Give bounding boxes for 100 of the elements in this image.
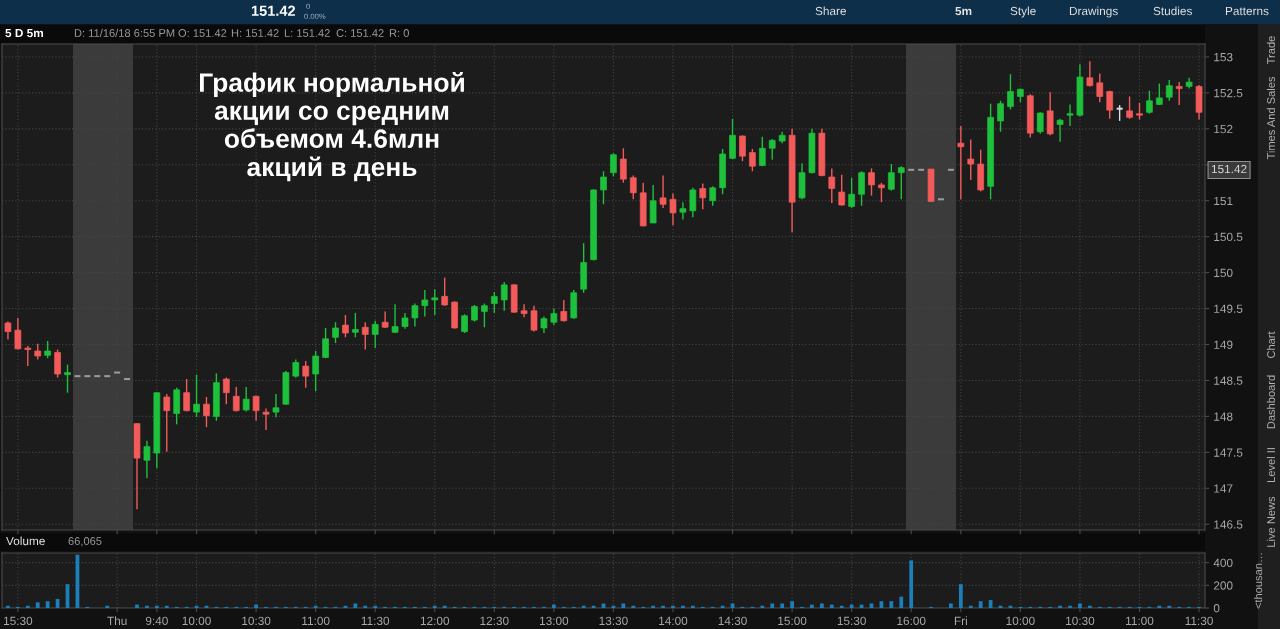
y-tick-label: 0 (1213, 604, 1220, 613)
y-tick-label: 151 (1214, 196, 1233, 206)
candlestick (83, 375, 92, 378)
candlestick (888, 163, 895, 192)
x-tick-label: 10:30 (242, 616, 271, 625)
text: Dashboard (1266, 375, 1275, 429)
bar (45, 601, 50, 608)
y-tick-label: 153 (1214, 52, 1233, 62)
candlestick (461, 313, 468, 334)
bar (899, 596, 904, 608)
candlestick (768, 138, 776, 161)
x-tick-label: 9:40 (145, 616, 168, 625)
x-tick-label: 13:00 (540, 616, 569, 625)
candlestick (1096, 72, 1104, 103)
y-tick-label: 147.5 (1214, 448, 1243, 457)
candlestick (421, 289, 429, 318)
y-tick-label: 152.5 (1214, 88, 1243, 98)
candlestick (500, 281, 508, 312)
x-tick-label: 11:00 (302, 616, 330, 625)
candlestick (352, 312, 359, 339)
candlestick (163, 393, 171, 453)
candlestick (411, 302, 419, 328)
candlestick (669, 192, 677, 226)
chart-title: Volume (6, 536, 45, 546)
candlestick (739, 134, 746, 162)
candlestick (957, 125, 965, 200)
candlestick (332, 321, 339, 344)
y-tick-label: 146.5 (1214, 520, 1243, 529)
bar (829, 604, 834, 608)
candlestick (878, 182, 885, 203)
text: Drawings (1069, 6, 1118, 18)
candlestick (1066, 103, 1074, 127)
text: 151.42 (251, 5, 296, 16)
candlestick (1165, 79, 1173, 102)
candlestick (232, 386, 240, 413)
candlestick (758, 136, 766, 167)
bar (551, 604, 556, 608)
text: Trade (1266, 36, 1275, 65)
candlestick (629, 174, 637, 200)
candlestick (659, 174, 667, 209)
candlestick (560, 299, 568, 323)
bar (780, 603, 785, 608)
candlestick (342, 314, 349, 339)
y-tick-label: 147 (1214, 484, 1233, 493)
candlestick (936, 198, 945, 201)
bar (810, 604, 814, 608)
y-tick-label: 400 (1213, 558, 1233, 568)
candlestick (610, 152, 617, 177)
x-tick-label: 10:30 (1066, 616, 1095, 625)
text: Chart (1266, 331, 1275, 359)
bar (353, 603, 358, 608)
candlestick (252, 394, 260, 422)
bar (889, 601, 894, 608)
y-tick-label: 152 (1214, 124, 1233, 134)
x-tick-label: Fri (954, 616, 967, 625)
text: 5m (955, 6, 972, 16)
text: 5 D 5m (5, 28, 43, 38)
x-tick-label: 10:00 (182, 616, 211, 625)
candlestick (699, 182, 707, 211)
x-tick-label: 11:00 (1126, 616, 1154, 625)
candlestick (322, 327, 329, 359)
candlestick (222, 376, 230, 405)
bar (849, 604, 854, 608)
y-tick-label: 148 (1214, 412, 1233, 421)
text: O: 151.42 (178, 29, 227, 37)
candlestick (441, 276, 449, 307)
candlestick (868, 167, 875, 197)
candlestick (520, 303, 528, 318)
x-tick-label: 15:00 (778, 616, 807, 625)
candlestick (14, 317, 22, 351)
candlestick (1046, 91, 1054, 136)
y-tick-label: 150 (1214, 268, 1233, 278)
text: D: 11/16/18 6:55 PM (74, 28, 175, 37)
bar (254, 604, 258, 608)
text: H: 151.42 (231, 29, 279, 37)
candlestick (749, 148, 756, 172)
candlestick (312, 350, 319, 392)
text: C: 151.42 (336, 29, 384, 37)
candlestick (1175, 81, 1183, 106)
text: Times And Sales (1266, 76, 1275, 160)
candlestick (838, 174, 846, 207)
candlestick (183, 378, 190, 413)
candlestick (1146, 90, 1153, 115)
x-tick-label: 12:00 (420, 616, 450, 625)
candlestick (1007, 73, 1014, 111)
bar (958, 584, 963, 608)
text: Style (1010, 6, 1036, 18)
candlestick (1106, 90, 1114, 120)
text: R: 0 (389, 29, 409, 37)
text: Patterns (1225, 6, 1269, 16)
candlestick (64, 363, 71, 394)
x-tick-label: 14:00 (659, 616, 688, 625)
candlestick (73, 375, 82, 378)
candlestick (381, 310, 389, 329)
candlestick (272, 393, 280, 418)
bar (770, 603, 775, 608)
bar (978, 601, 983, 608)
candlestick (193, 374, 200, 418)
y-tick-label: 148.5 (1214, 376, 1243, 385)
candlestick (897, 165, 905, 200)
